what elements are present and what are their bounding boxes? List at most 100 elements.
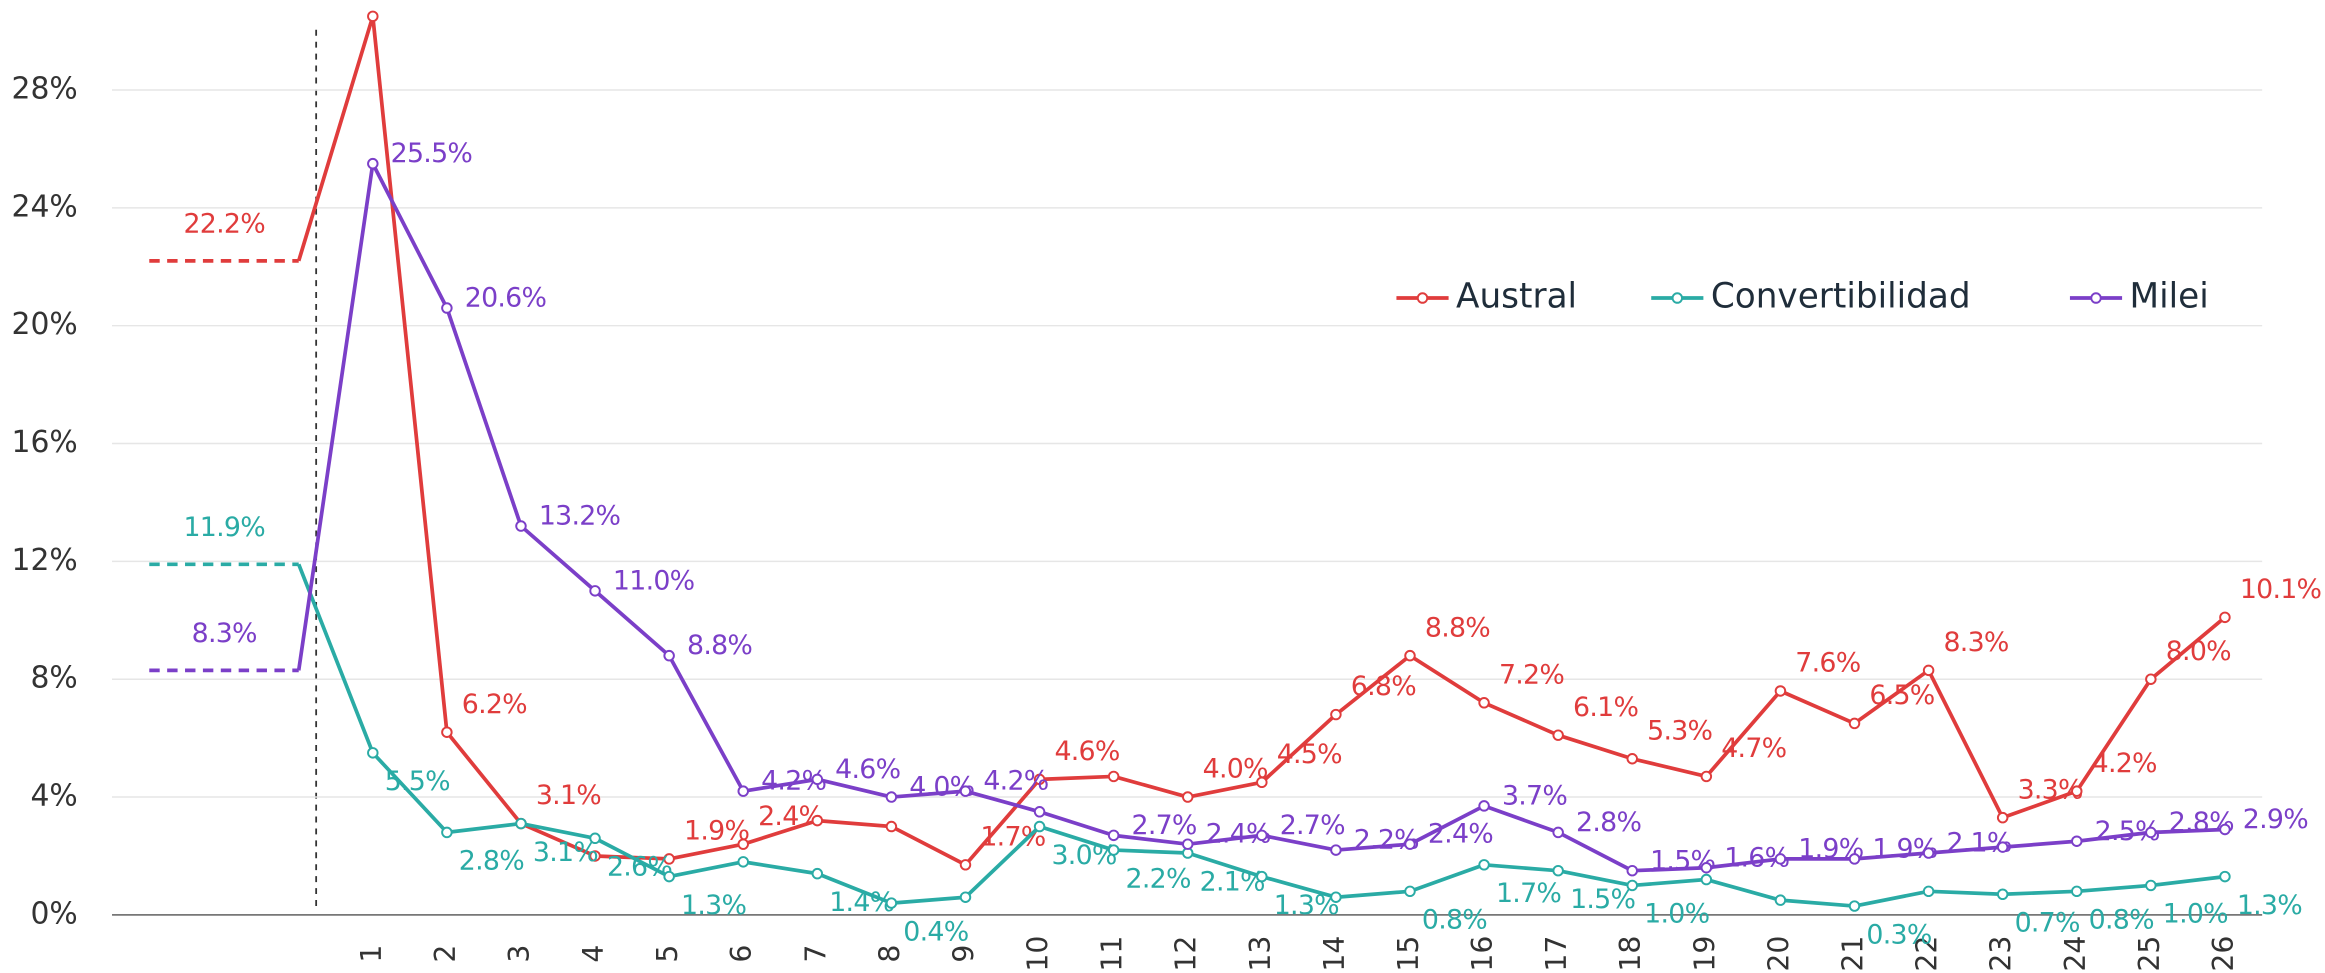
point: [1256, 829, 1268, 842]
value-label: 1.7%: [1496, 878, 1561, 909]
value-label: 2.2%: [1126, 863, 1191, 894]
value-label: 10.1%: [2240, 574, 2321, 605]
point: [1256, 870, 1268, 883]
y-tick-label: 28%: [12, 72, 78, 107]
y-tick-label: 16%: [12, 425, 78, 460]
value-label: 3.7%: [1502, 780, 1567, 811]
x-tick-label: 9: [947, 945, 980, 963]
series-line: [296, 14, 2227, 867]
x-tick-label: 20: [1762, 936, 1795, 972]
value-label: 0.3%: [1866, 919, 1931, 950]
value-label: 6.8%: [1351, 671, 1416, 702]
value-label: 6.2%: [462, 689, 527, 720]
y-tick-label: 24%: [12, 189, 78, 224]
point: [1404, 649, 1416, 662]
point: [589, 832, 601, 845]
y-tick-label: 12%: [12, 543, 78, 578]
value-label: 7.6%: [1795, 648, 1860, 679]
x-tick-label: 18: [1614, 936, 1647, 972]
legend-marker: [1671, 292, 1684, 304]
value-label: 2.7%: [1280, 810, 1345, 841]
value-label: 1.3%: [681, 890, 746, 921]
value-label: 1.3%: [1274, 890, 1339, 921]
value-label: 1.0%: [2163, 899, 2228, 930]
point: [515, 817, 527, 830]
value-label: 4.6%: [1054, 736, 1119, 767]
point: [1626, 864, 1638, 877]
point: [885, 820, 898, 833]
point: [1478, 800, 1490, 812]
point: [2145, 673, 2157, 685]
point: [1033, 806, 1046, 818]
point: [663, 853, 675, 865]
point: [2145, 879, 2157, 892]
value-label: 8.8%: [1425, 612, 1490, 643]
point: [515, 520, 527, 532]
point: [737, 785, 749, 797]
point: [1774, 853, 1787, 865]
point: [367, 157, 379, 170]
value-label: 2.4%: [1428, 819, 1493, 850]
y-tick-label: 20%: [12, 307, 78, 342]
value-label: 25.5%: [391, 138, 472, 169]
point: [737, 838, 749, 850]
point: [2219, 611, 2231, 624]
point: [1774, 685, 1787, 697]
point: [1922, 847, 1935, 859]
point: [811, 814, 824, 827]
point: [1552, 826, 1564, 839]
x-tick-label: 22: [1911, 936, 1944, 972]
point: [2071, 885, 2083, 898]
x-tick-label: 5: [651, 945, 684, 963]
point: [1774, 894, 1787, 906]
value-label: 0.8%: [2089, 905, 2154, 936]
point: [885, 897, 898, 909]
legend-item: Austral: [1396, 277, 1577, 317]
value-label: 8.0%: [2166, 636, 2231, 667]
point: [1996, 811, 2009, 824]
x-tick-label: 24: [2059, 936, 2092, 972]
point: [1922, 885, 1935, 898]
point: [2145, 826, 2157, 839]
value-label: 4.2%: [2092, 748, 2157, 779]
value-label: 2.9%: [2243, 804, 2308, 835]
point: [1330, 708, 1342, 721]
legend-item: Milei: [2069, 277, 2209, 317]
y-tick-label: 8%: [30, 661, 77, 696]
point: [1848, 900, 1861, 912]
point: [1182, 838, 1194, 850]
value-label: 2.8%: [459, 846, 524, 877]
point: [1996, 841, 2009, 853]
x-tick-label: 11: [1096, 936, 1129, 972]
x-tick-label: 4: [577, 945, 610, 963]
point: [2071, 785, 2083, 797]
value-label: 1.5%: [1570, 884, 1635, 915]
value-label: 0.7%: [2015, 908, 2080, 939]
x-tick-label: 16: [1466, 936, 1499, 972]
x-tick-label: 26: [2207, 936, 2240, 972]
point: [811, 867, 824, 880]
y-tick-label: 0%: [30, 896, 77, 931]
value-label: 8.3%: [192, 618, 257, 649]
point: [1996, 888, 2009, 901]
point: [1626, 879, 1638, 892]
value-label: 30.5%: [388, 0, 469, 4]
value-label: 4.7%: [1721, 733, 1786, 764]
value-label: 3.1%: [533, 837, 598, 868]
value-label: 4.2%: [983, 766, 1048, 797]
value-label: 3.0%: [1051, 840, 1116, 871]
value-label: 20.6%: [465, 283, 546, 314]
point: [1033, 773, 1046, 786]
x-tick-label: 10: [1022, 936, 1055, 972]
legend-label: Austral: [1456, 277, 1577, 317]
point: [589, 585, 601, 597]
x-tick-label: 2: [429, 945, 462, 963]
point: [1626, 753, 1638, 765]
point: [441, 826, 453, 839]
point: [885, 791, 898, 803]
point: [441, 726, 453, 738]
value-label: 7.2%: [1499, 659, 1564, 690]
value-label: 4.6%: [835, 754, 900, 785]
legend-item: Convertibilidad: [1651, 277, 1971, 317]
